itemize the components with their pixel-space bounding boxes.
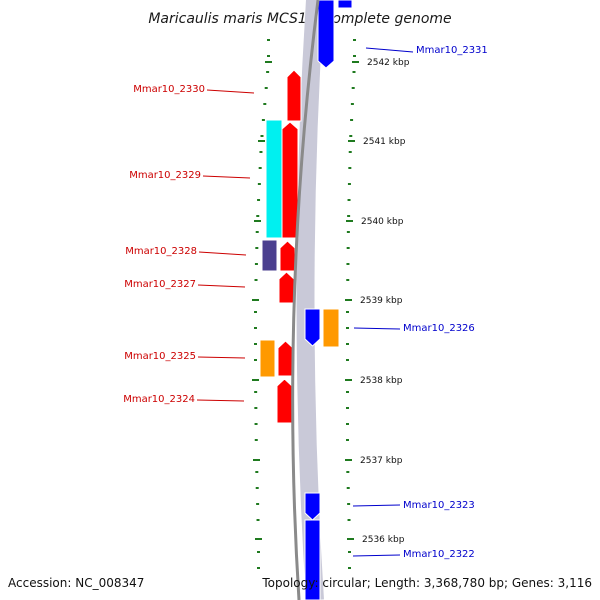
navy-feature-box (261, 239, 278, 272)
gene-label-leader (206, 89, 255, 94)
gene-arrow-mmar10-2328 (279, 240, 296, 272)
gene-arrow-mmar10-2326 (304, 308, 321, 347)
orange-feature-box (322, 308, 340, 348)
gene-arrow-mmar10-2330 (286, 69, 302, 122)
gene-label[interactable]: Mmar10_2331 (416, 45, 488, 56)
orange-feature-box (259, 339, 276, 378)
gene-label[interactable]: Mmar10_2328 (125, 246, 197, 257)
tick-labels: 2542 kbp 2541 kbp 2540 kbp 2539 kbp 2538 kbp… (360, 58, 410, 545)
tick-label: 2536 kbp (362, 535, 405, 545)
gene-label-leader (365, 47, 414, 53)
gene-arrow-mmar10-2329 (281, 121, 299, 239)
backbone-line-layer (291, 0, 320, 600)
gene-arrow-mmar10-2325 (277, 340, 294, 377)
gene-label-leader (202, 175, 251, 179)
gene-arrow-mmar10-2327 (278, 271, 295, 304)
tick-label: 2541 kbp (363, 137, 406, 147)
gene-label-leader (197, 356, 246, 359)
gene-label-leader (198, 251, 247, 256)
gene-label[interactable]: Mmar10_2330 (133, 84, 205, 95)
gene-label[interactable]: Mmar10_2324 (123, 394, 195, 405)
gene-features (259, 0, 353, 600)
tick-label: 2542 kbp (367, 58, 410, 68)
gene-arrow-mmar10-2323 (304, 492, 321, 521)
gene-label-leader (197, 284, 246, 288)
topology-text: Topology: circular; Length: 3,368,780 bp… (261, 576, 592, 590)
tick-label: 2537 kbp (360, 456, 403, 466)
gene-label[interactable]: Mmar10_2323 (403, 500, 475, 511)
tick-label: 2538 kbp (360, 376, 403, 386)
tick-label: 2539 kbp (360, 296, 403, 306)
cyan-feature-box (265, 119, 283, 239)
map-title: Maricaulis maris MCS10, complete genome (148, 11, 451, 27)
gene-labels: Mmar10_2331 Mmar10_2330 Mmar10_2329 Mmar10_… (123, 45, 488, 560)
blue-feature-box (337, 0, 353, 9)
gene-arrow-mmar10-2331 (317, 0, 335, 69)
gene-label[interactable]: Mmar10_2329 (129, 170, 201, 181)
accession-text: Accession: NC_008347 (8, 576, 144, 590)
gene-label-leader (352, 504, 401, 507)
gene-label-leader (352, 554, 401, 557)
major-ticks (252, 61, 359, 540)
tick-label: 2540 kbp (361, 217, 404, 227)
gene-label[interactable]: Mmar10_2322 (403, 549, 475, 560)
backbone-line (291, 0, 320, 600)
gene-label[interactable]: Mmar10_2326 (403, 323, 475, 334)
gene-label-leader (353, 327, 401, 330)
minor-ticks (254, 39, 356, 569)
gene-label-leader (196, 399, 245, 402)
gene-arrow-mmar10-2322 (304, 519, 321, 600)
gene-label[interactable]: Mmar10_2327 (124, 279, 196, 290)
gene-label[interactable]: Mmar10_2325 (124, 351, 196, 362)
gene-arrow-mmar10-2324 (276, 378, 293, 424)
